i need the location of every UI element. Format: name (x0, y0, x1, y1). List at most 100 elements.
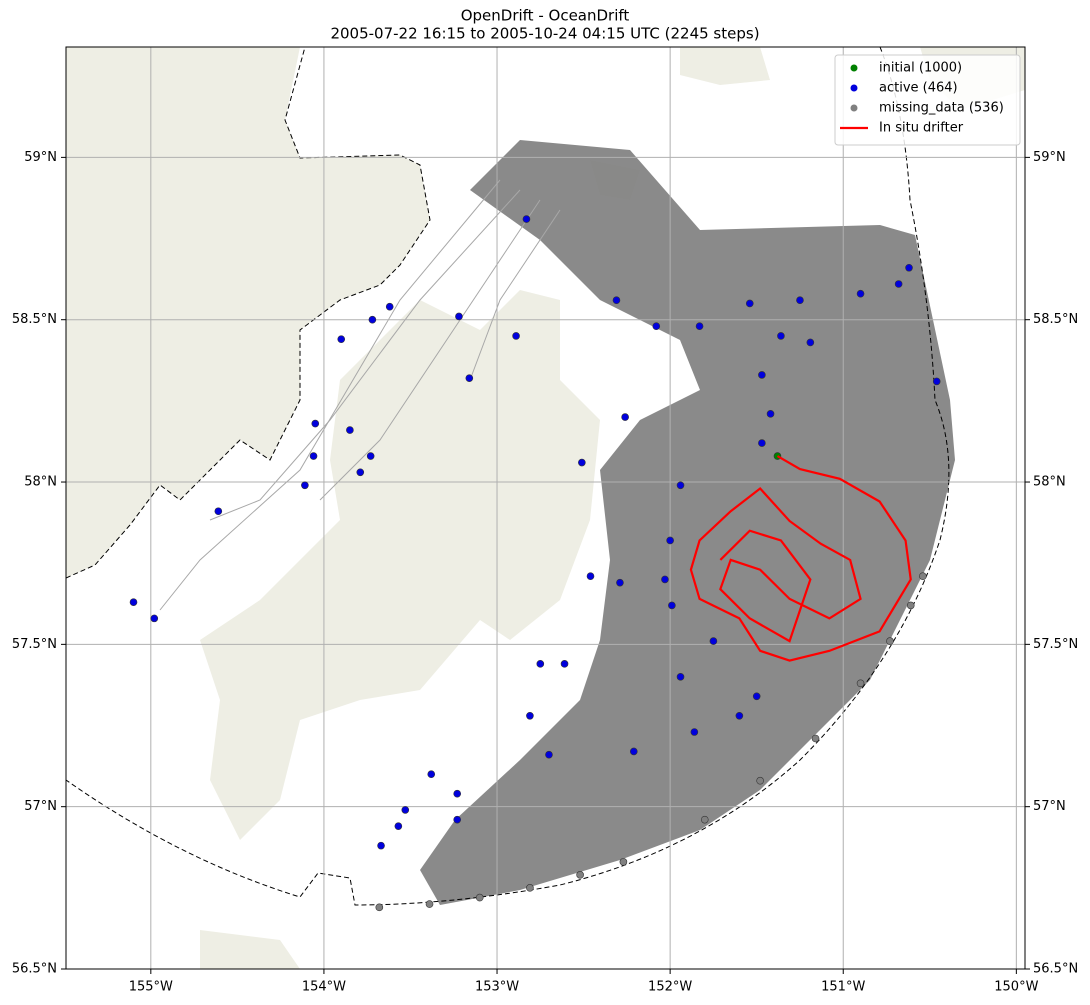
x-tick-label: 151°W (821, 980, 865, 995)
particle (455, 312, 463, 321)
particle (856, 679, 865, 688)
legend-label: initial (1000) (879, 61, 962, 76)
particle (536, 660, 545, 668)
particle (465, 374, 474, 382)
land (200, 290, 600, 840)
particle (311, 419, 320, 428)
particle (356, 468, 365, 477)
particle (586, 572, 595, 580)
domain-boundary (66, 47, 950, 906)
y-tick-label: 58.5°N (1033, 312, 1078, 327)
particle (806, 338, 815, 347)
trajectories (420, 140, 955, 905)
particle (375, 903, 384, 912)
particle (522, 215, 531, 223)
particle (621, 413, 629, 421)
x-tick-label: 155°W (129, 980, 173, 995)
particle (401, 806, 410, 814)
particle (150, 614, 159, 623)
particle (545, 750, 553, 759)
particle (453, 815, 462, 824)
particle (856, 289, 865, 298)
chart-subtitle: 2005-07-22 16:15 to 2005-10-24 04:15 UTC… (330, 25, 759, 43)
particle (756, 776, 764, 785)
particle (366, 452, 375, 460)
y-tick-label: 58°N (24, 475, 57, 490)
particle (368, 315, 377, 324)
y-tick-label: 56.5°N (12, 962, 57, 977)
particle (612, 296, 621, 305)
legend-marker (850, 84, 858, 92)
particle (758, 439, 766, 447)
particle (690, 728, 699, 736)
particle (427, 770, 436, 779)
particle (919, 572, 927, 580)
y-tick-label: 58°N (1033, 475, 1066, 490)
y-tick-label: 57.5°N (12, 637, 57, 652)
particle (309, 452, 318, 460)
particle (676, 673, 685, 681)
y-tick-label: 59°N (1033, 150, 1066, 165)
legend-label: active (464) (879, 81, 958, 96)
trajectory-lines (159, 179, 561, 611)
particle (214, 507, 223, 516)
legend-box (834, 54, 1021, 146)
legend-label: In situ drifter (879, 121, 964, 136)
x-tick-label: 153°W (475, 980, 519, 995)
particle (905, 263, 913, 272)
y-tick-label: 57°N (1033, 799, 1066, 814)
particle (758, 371, 766, 379)
particle (811, 734, 820, 743)
particle (886, 637, 894, 645)
particle (301, 481, 309, 490)
particle (425, 900, 434, 908)
particle (385, 302, 394, 311)
particle (394, 822, 403, 830)
particle (616, 578, 624, 587)
particle (666, 536, 674, 545)
particle (752, 692, 761, 701)
particle (932, 377, 941, 386)
particle (337, 335, 346, 343)
particle (796, 296, 804, 305)
particle (668, 601, 676, 610)
particle (700, 815, 709, 824)
y-tick-label: 56.5°N (1033, 962, 1078, 977)
particle (745, 299, 754, 308)
x-tick-label: 150°W (994, 980, 1038, 995)
domain-boundary (66, 47, 431, 579)
map-layer (66, 47, 1025, 969)
y-tick-label: 58.5°N (12, 312, 57, 327)
drifter-track (689, 455, 912, 662)
legend-marker (850, 64, 858, 72)
y-tick-label: 57°N (24, 799, 57, 814)
particle (576, 871, 584, 879)
particle (619, 858, 628, 866)
particle (377, 841, 385, 850)
particle (676, 481, 685, 490)
particle (526, 884, 534, 892)
particle (629, 747, 638, 756)
particle (906, 601, 915, 610)
particle (475, 893, 484, 902)
x-tick-label: 154°W (302, 980, 346, 995)
chart-title: OpenDrift - OceanDrift (461, 7, 630, 25)
legend-marker (850, 104, 858, 112)
particle (129, 598, 138, 606)
particle (578, 458, 586, 467)
land (66, 47, 430, 578)
particle (894, 280, 903, 288)
legend-label: missing_data (536) (879, 101, 1004, 116)
particle (735, 711, 744, 720)
y-tick-label: 59°N (24, 150, 57, 165)
particle (661, 575, 669, 584)
particle (652, 322, 661, 330)
particle (560, 660, 569, 668)
y-tick-label: 57.5°N (1033, 637, 1078, 652)
particle (695, 322, 704, 330)
particle (346, 426, 354, 434)
particle (777, 332, 785, 340)
particle (526, 711, 534, 720)
